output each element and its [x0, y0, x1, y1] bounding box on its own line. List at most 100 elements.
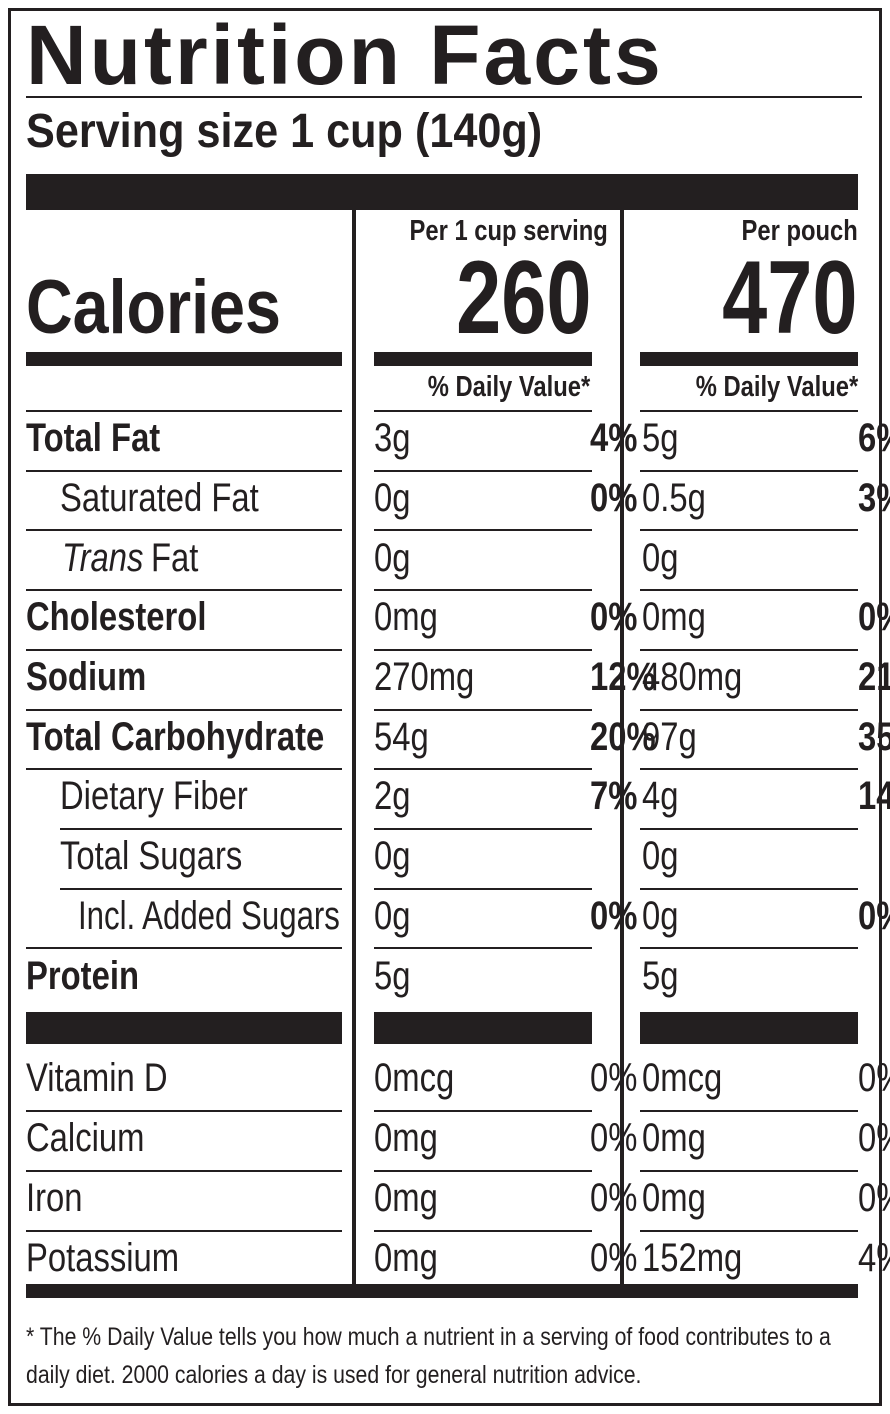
amount: 5g — [642, 416, 679, 461]
amount: 0g — [374, 834, 411, 879]
nutrient-name: Total Sugars — [60, 834, 243, 879]
amount: 0g — [642, 834, 679, 879]
amount: 0mg — [374, 595, 438, 640]
row-rule — [374, 1110, 592, 1112]
thick-bar — [26, 1012, 342, 1044]
nutrition-label — [8, 8, 882, 1406]
row-rule — [640, 1170, 858, 1172]
daily-value: 0% — [858, 595, 890, 640]
nutrient-name: Saturated Fat — [60, 475, 259, 520]
daily-value: 4% — [590, 416, 638, 461]
nutrient-name: Total Carbohydrate — [26, 714, 325, 759]
nutrient-name: Cholesterol — [26, 595, 207, 640]
amount: 0g — [374, 475, 411, 520]
row-rule — [26, 768, 342, 771]
calories-label: Calories — [26, 265, 281, 351]
amount: 0g — [374, 535, 411, 580]
amount: 0g — [642, 893, 679, 938]
row-rule — [374, 469, 592, 472]
amount: 0mg — [642, 1116, 706, 1161]
nutrient-name: Fat — [151, 535, 199, 580]
daily-value: 4% — [858, 1236, 890, 1281]
row-rule — [26, 1230, 342, 1232]
thick-bar — [26, 174, 858, 210]
row-rule — [26, 469, 342, 472]
row-rule — [640, 827, 858, 830]
row-rule — [640, 529, 858, 532]
thick-bar — [26, 1284, 858, 1298]
daily-value: 20% — [590, 714, 656, 759]
row-rule — [60, 827, 342, 830]
serving-size: Serving size 1 cup (140g) — [26, 105, 543, 159]
column-header: Per pouch — [741, 214, 858, 247]
row-rule — [26, 947, 342, 950]
row-rule — [26, 648, 342, 651]
thick-bar — [26, 352, 342, 366]
daily-value: 0% — [858, 893, 890, 938]
row-rule — [374, 1230, 592, 1232]
daily-value: 0% — [590, 1176, 638, 1221]
row-rule — [26, 708, 342, 711]
row-rule — [640, 469, 858, 472]
column-divider — [620, 210, 624, 1286]
daily-value: 0% — [858, 1116, 890, 1161]
amount: 480mg — [642, 655, 743, 699]
amount: 0mcg — [642, 1056, 723, 1101]
amount: 152mg — [642, 1236, 743, 1281]
calories-value: 260 — [456, 239, 592, 356]
vitamin-name: Iron — [26, 1176, 83, 1221]
row-rule — [26, 589, 342, 592]
row-rule — [374, 589, 592, 592]
row-rule — [640, 1230, 858, 1232]
thick-bar — [374, 352, 592, 366]
row-rule — [640, 708, 858, 711]
nutrient-name: Sodium — [26, 655, 147, 699]
daily-value: 12% — [590, 655, 656, 699]
row-rule — [374, 410, 592, 412]
row-rule — [26, 410, 342, 412]
vitamin-name: Potassium — [26, 1236, 180, 1281]
daily-value: 7% — [590, 774, 638, 819]
row-rule — [374, 648, 592, 651]
nutrient-name: Dietary Fiber — [60, 774, 248, 819]
thick-bar — [640, 352, 858, 366]
nutrient-name: Total Fat — [26, 416, 161, 461]
amount: 270mg — [374, 655, 475, 699]
amount: 54g — [374, 714, 429, 759]
row-rule — [640, 947, 858, 950]
amount: 0mg — [374, 1116, 438, 1161]
amount: 0mg — [374, 1176, 438, 1221]
daily-value: 21% — [858, 655, 890, 699]
row-rule — [640, 589, 858, 592]
daily-value: 14% — [858, 774, 890, 819]
amount: 0g — [374, 893, 411, 938]
nutrient-name: Incl. Added Sugars — [78, 893, 340, 938]
amount: 4g — [642, 774, 679, 819]
amount: 0.5g — [642, 475, 706, 520]
nutrient-name: Protein — [26, 953, 139, 998]
daily-value: 0% — [590, 595, 638, 640]
amount: 5g — [642, 953, 679, 998]
vitamin-name: Vitamin D — [26, 1056, 168, 1101]
row-rule — [26, 1170, 342, 1172]
daily-value: 6% — [858, 416, 890, 461]
daily-value: 0% — [590, 893, 638, 938]
daily-value: 3% — [858, 475, 890, 520]
amount: 0g — [642, 535, 679, 580]
daily-value: 0% — [590, 1056, 638, 1101]
row-rule — [374, 1170, 592, 1172]
amount: 0mcg — [374, 1056, 455, 1101]
row-rule — [374, 827, 592, 830]
title-rule — [26, 96, 862, 98]
row-rule — [374, 708, 592, 711]
row-rule — [374, 529, 592, 532]
row-rule — [26, 529, 342, 532]
row-rule — [640, 768, 858, 771]
dv-header: % Daily Value* — [695, 370, 858, 403]
nutrient-name: Trans — [62, 535, 144, 580]
column-divider — [352, 210, 356, 1286]
daily-value: 35% — [858, 714, 890, 759]
thick-bar — [640, 1012, 858, 1044]
vitamin-name: Calcium — [26, 1116, 145, 1161]
daily-value: 0% — [858, 1056, 890, 1101]
